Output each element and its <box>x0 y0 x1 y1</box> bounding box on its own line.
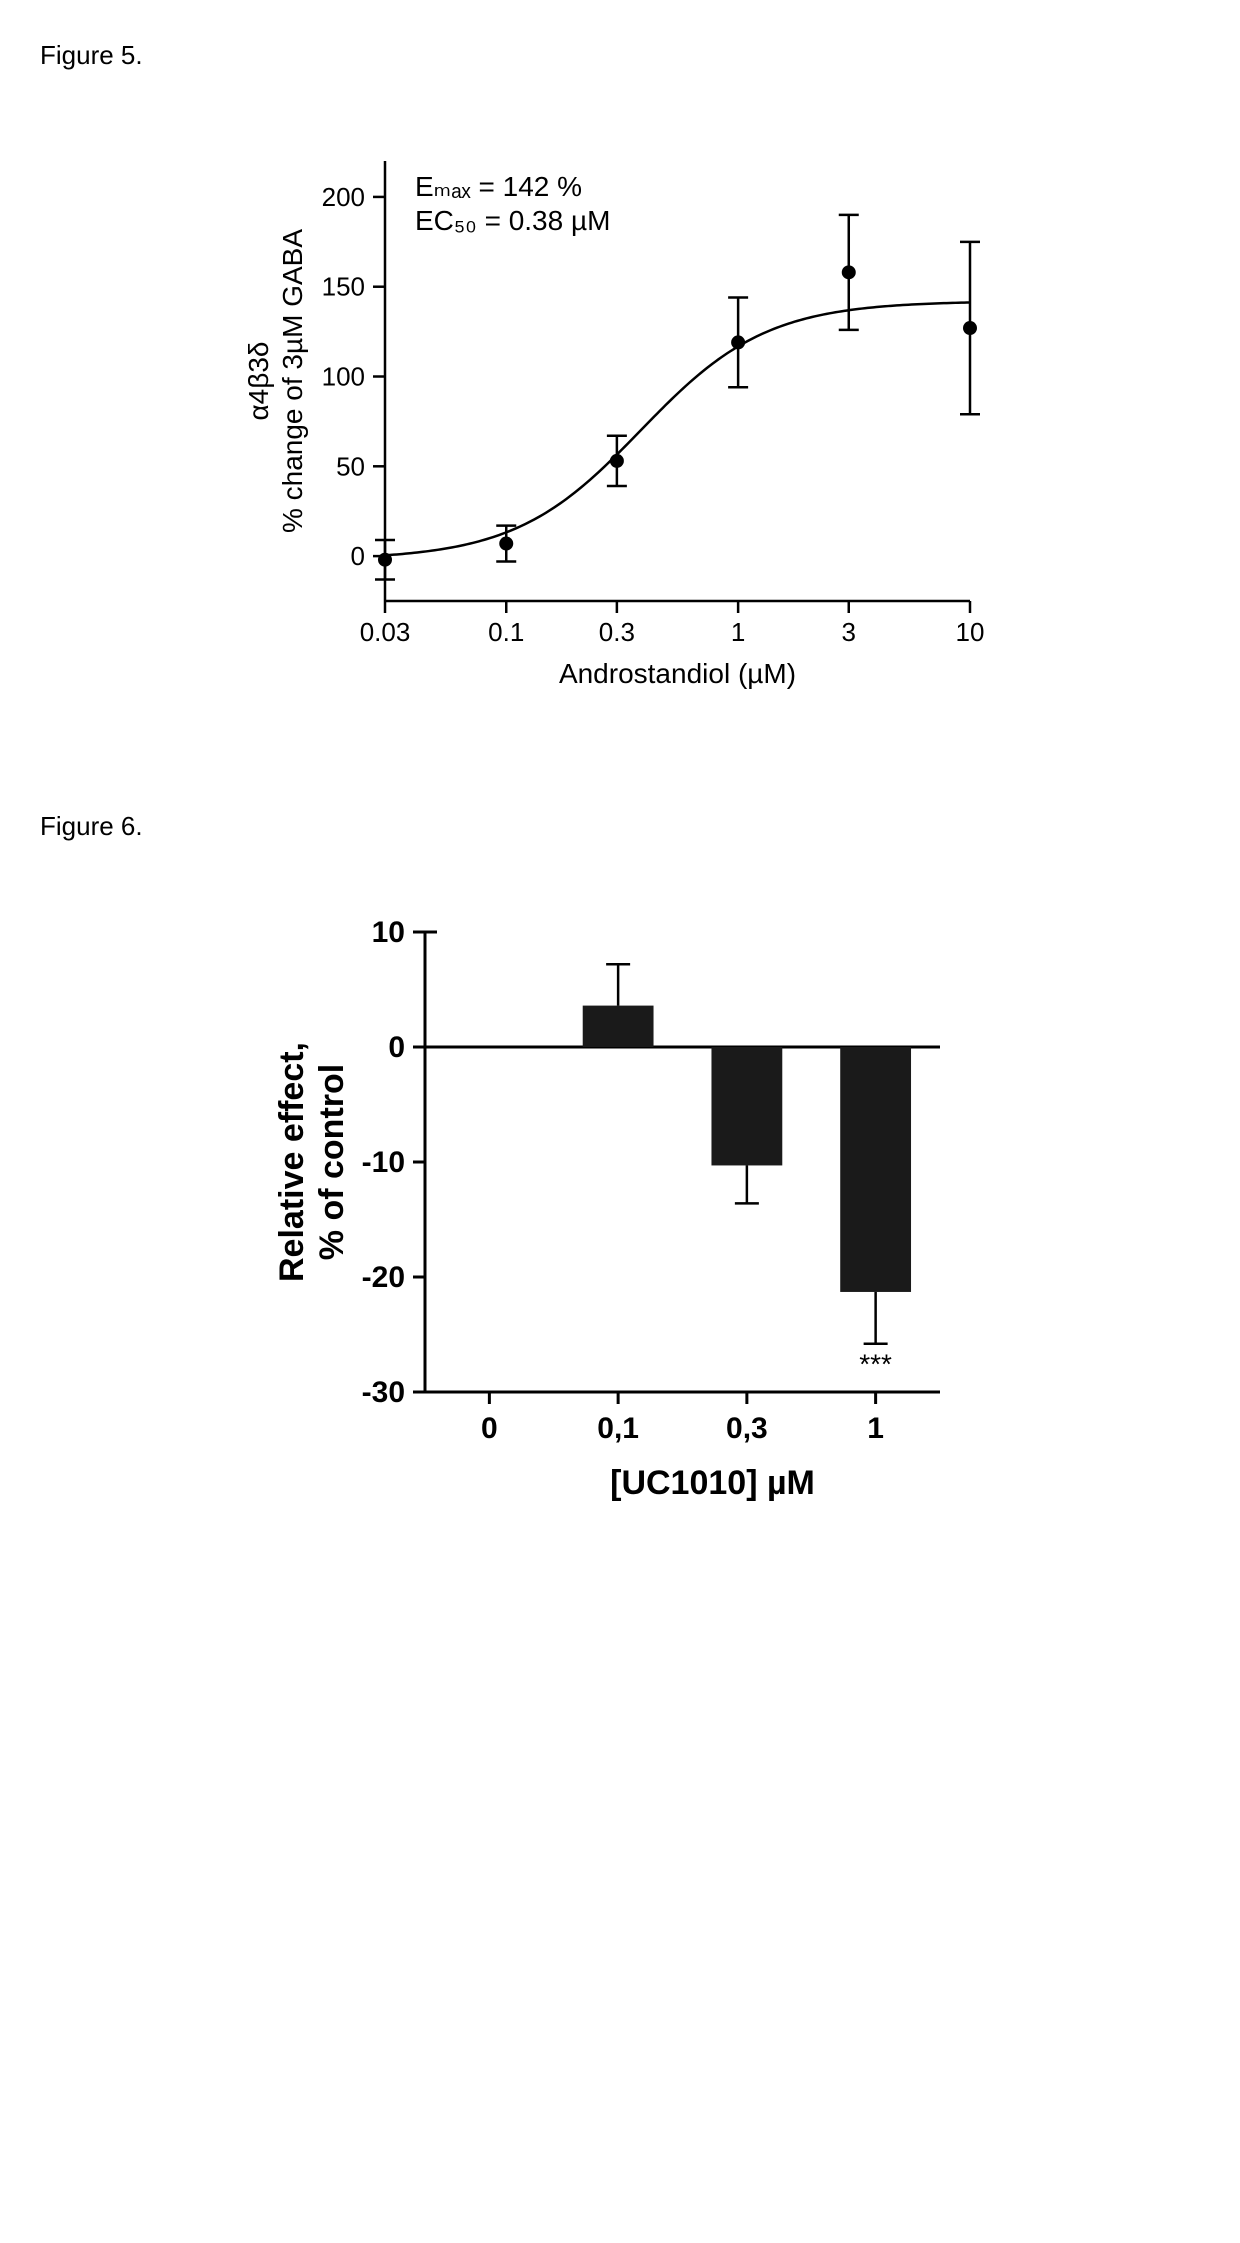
figure-5-block: Figure 5. 0 50 100 150 200 0.03 0.1 0.3 1 3 10 Andr… <box>40 40 1200 711</box>
svg-text:-20: -20 <box>362 1261 405 1294</box>
figure-5-title: Figure 5. <box>40 40 1200 71</box>
svg-text:100: 100 <box>322 362 365 392</box>
svg-text:0,3: 0,3 <box>726 1412 768 1445</box>
figure-5-chart: 0 50 100 150 200 0.03 0.1 0.3 1 3 10 Androstandiol … <box>240 131 1000 711</box>
figure-6-block: Figure 6. -30-20-10010Relative effect,% … <box>40 811 1200 1522</box>
svg-text:0: 0 <box>481 1412 498 1445</box>
svg-text:10: 10 <box>372 916 405 949</box>
svg-text:50: 50 <box>336 451 365 481</box>
svg-text:Eₘₐₓ = 142 %: Eₘₐₓ = 142 % <box>415 171 582 202</box>
svg-text:200: 200 <box>322 182 365 212</box>
svg-text:EC₅₀ = 0.38 µM: EC₅₀ = 0.38 µM <box>415 205 610 236</box>
figure-6-title: Figure 6. <box>40 811 1200 842</box>
svg-text:3: 3 <box>842 617 856 647</box>
svg-text:0: 0 <box>388 1031 405 1064</box>
svg-text:0.03: 0.03 <box>360 617 411 647</box>
svg-text:150: 150 <box>322 272 365 302</box>
svg-text:Androstandiol (µM): Androstandiol (µM) <box>559 658 796 689</box>
figure-5-chart-wrap: 0 50 100 150 200 0.03 0.1 0.3 1 3 10 Androstandiol … <box>40 131 1200 711</box>
svg-text:0: 0 <box>351 541 365 571</box>
figure-6-chart-wrap: -30-20-10010Relative effect,% of control… <box>40 902 1200 1522</box>
svg-text:-10: -10 <box>362 1146 405 1179</box>
svg-text:***: *** <box>859 1349 892 1380</box>
svg-text:1: 1 <box>867 1412 884 1445</box>
figure-6-chart: -30-20-10010Relative effect,% of control… <box>270 902 970 1522</box>
svg-text:0.3: 0.3 <box>599 617 635 647</box>
svg-text:1: 1 <box>731 617 745 647</box>
svg-text:0.1: 0.1 <box>488 617 524 647</box>
svg-text:[UC1010] µM: [UC1010] µM <box>610 1464 815 1502</box>
svg-text:-30: -30 <box>362 1376 405 1409</box>
svg-text:0,1: 0,1 <box>597 1412 639 1445</box>
svg-text:α4β3δ% change of 3µM GABA: α4β3δ% change of 3µM GABA <box>243 229 308 533</box>
svg-text:10: 10 <box>956 617 985 647</box>
svg-text:Relative effect,% of control: Relative effect,% of control <box>273 1042 351 1282</box>
